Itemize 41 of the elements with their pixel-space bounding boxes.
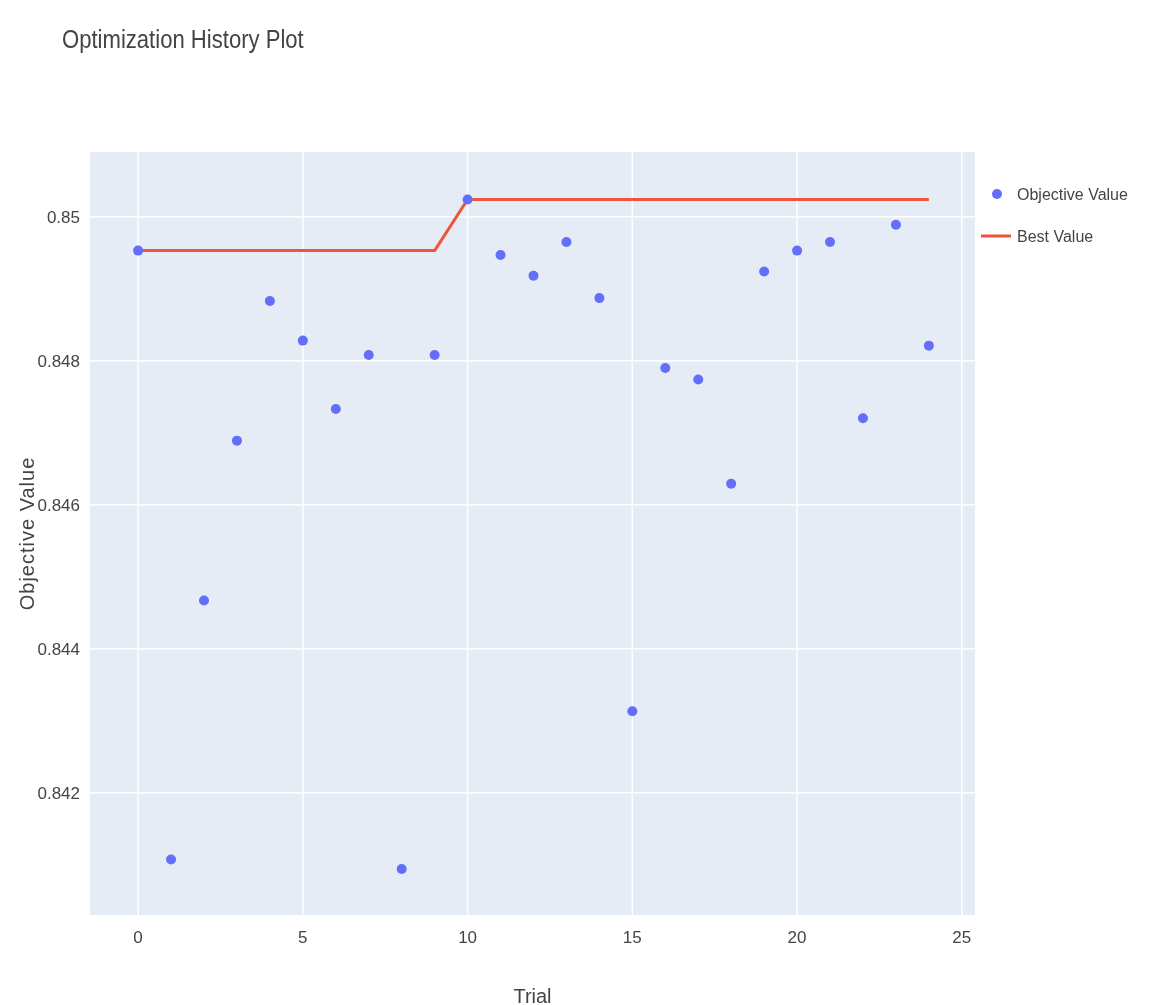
point — [890, 219, 901, 230]
point — [627, 706, 638, 717]
point — [594, 293, 605, 304]
point — [923, 340, 934, 351]
point — [429, 349, 440, 360]
point — [396, 863, 407, 874]
y-tick-label: 0.85 — [46, 207, 80, 227]
y-tick-label: 0.842 — [37, 783, 80, 803]
point — [792, 245, 803, 256]
point — [231, 435, 242, 446]
point — [759, 266, 770, 277]
point — [495, 249, 506, 260]
x-tick-label: 20 — [787, 928, 807, 947]
point — [264, 296, 275, 306]
point — [297, 335, 308, 346]
x-tick-label: 0 — [133, 928, 143, 947]
point — [363, 349, 374, 360]
y-tick-label: 0.844 — [37, 639, 80, 659]
point — [561, 236, 572, 247]
point — [528, 270, 539, 281]
point — [726, 478, 737, 489]
point — [825, 236, 836, 247]
point — [199, 595, 209, 606]
point — [133, 245, 144, 256]
point — [693, 374, 704, 385]
x-tick-label: 5 — [298, 928, 308, 947]
point — [330, 403, 341, 414]
x-tick-label: 15 — [622, 928, 642, 947]
point — [857, 413, 868, 424]
point — [166, 854, 177, 865]
legend-label: Objective Value — [1017, 186, 1128, 203]
y-tick-label: 0.848 — [37, 351, 80, 371]
x-axis-title: Trial — [513, 985, 552, 1005]
x-tick-label: 10 — [458, 928, 478, 947]
legend-label: Best Value — [1017, 228, 1094, 245]
y-axis-title: Objective Value — [16, 456, 38, 611]
point — [660, 362, 671, 373]
y-tick-label: 0.846 — [37, 495, 80, 515]
chart-title: Optimization History Plot — [62, 24, 305, 54]
x-tick-label: 25 — [952, 928, 972, 947]
point — [462, 194, 473, 205]
